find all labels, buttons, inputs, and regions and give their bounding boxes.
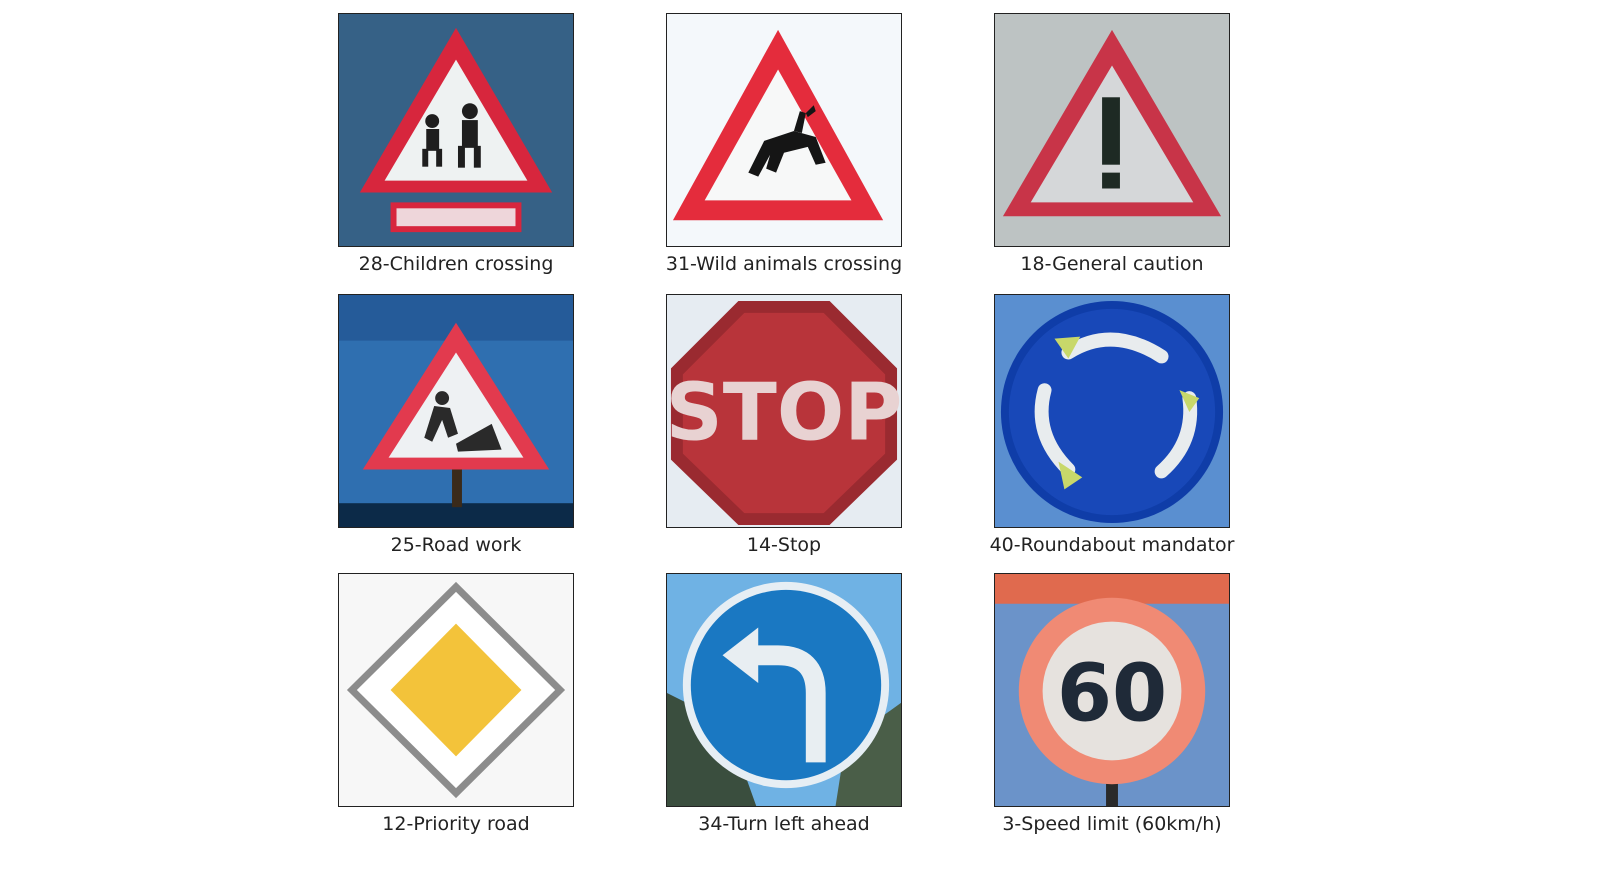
general-caution-sign-image — [994, 13, 1230, 247]
tile-caption: 12-Priority road — [382, 813, 530, 835]
speed-limit-60-sign-image: 60 — [994, 573, 1230, 807]
stop-sign-image: STOP — [666, 294, 902, 528]
tile-caption: 40-Roundabout mandator — [989, 534, 1235, 556]
tile-caption: 31-Wild animals crossing — [665, 253, 903, 275]
tile-caption: 18-General caution — [1020, 253, 1204, 275]
speed-limit-number: 60 — [1057, 647, 1167, 740]
children-crossing-sign-image — [338, 13, 574, 247]
tile-caption: 3-Speed limit (60km/h) — [1002, 813, 1222, 835]
tile-caption: 25-Road work — [390, 534, 522, 556]
priority-road-sign-image — [338, 573, 574, 807]
roundabout-mandatory-sign-image — [994, 294, 1230, 528]
road-work-sign-image — [338, 294, 574, 528]
tile-caption: 14-Stop — [746, 534, 822, 556]
turn-left-ahead-sign-image — [666, 573, 902, 807]
wild-animals-crossing-sign-image — [666, 13, 902, 247]
tile-caption: 28-Children crossing — [358, 253, 554, 275]
tile-caption: 34-Turn left ahead — [698, 813, 870, 835]
stop-sign-text: STOP — [667, 366, 901, 459]
